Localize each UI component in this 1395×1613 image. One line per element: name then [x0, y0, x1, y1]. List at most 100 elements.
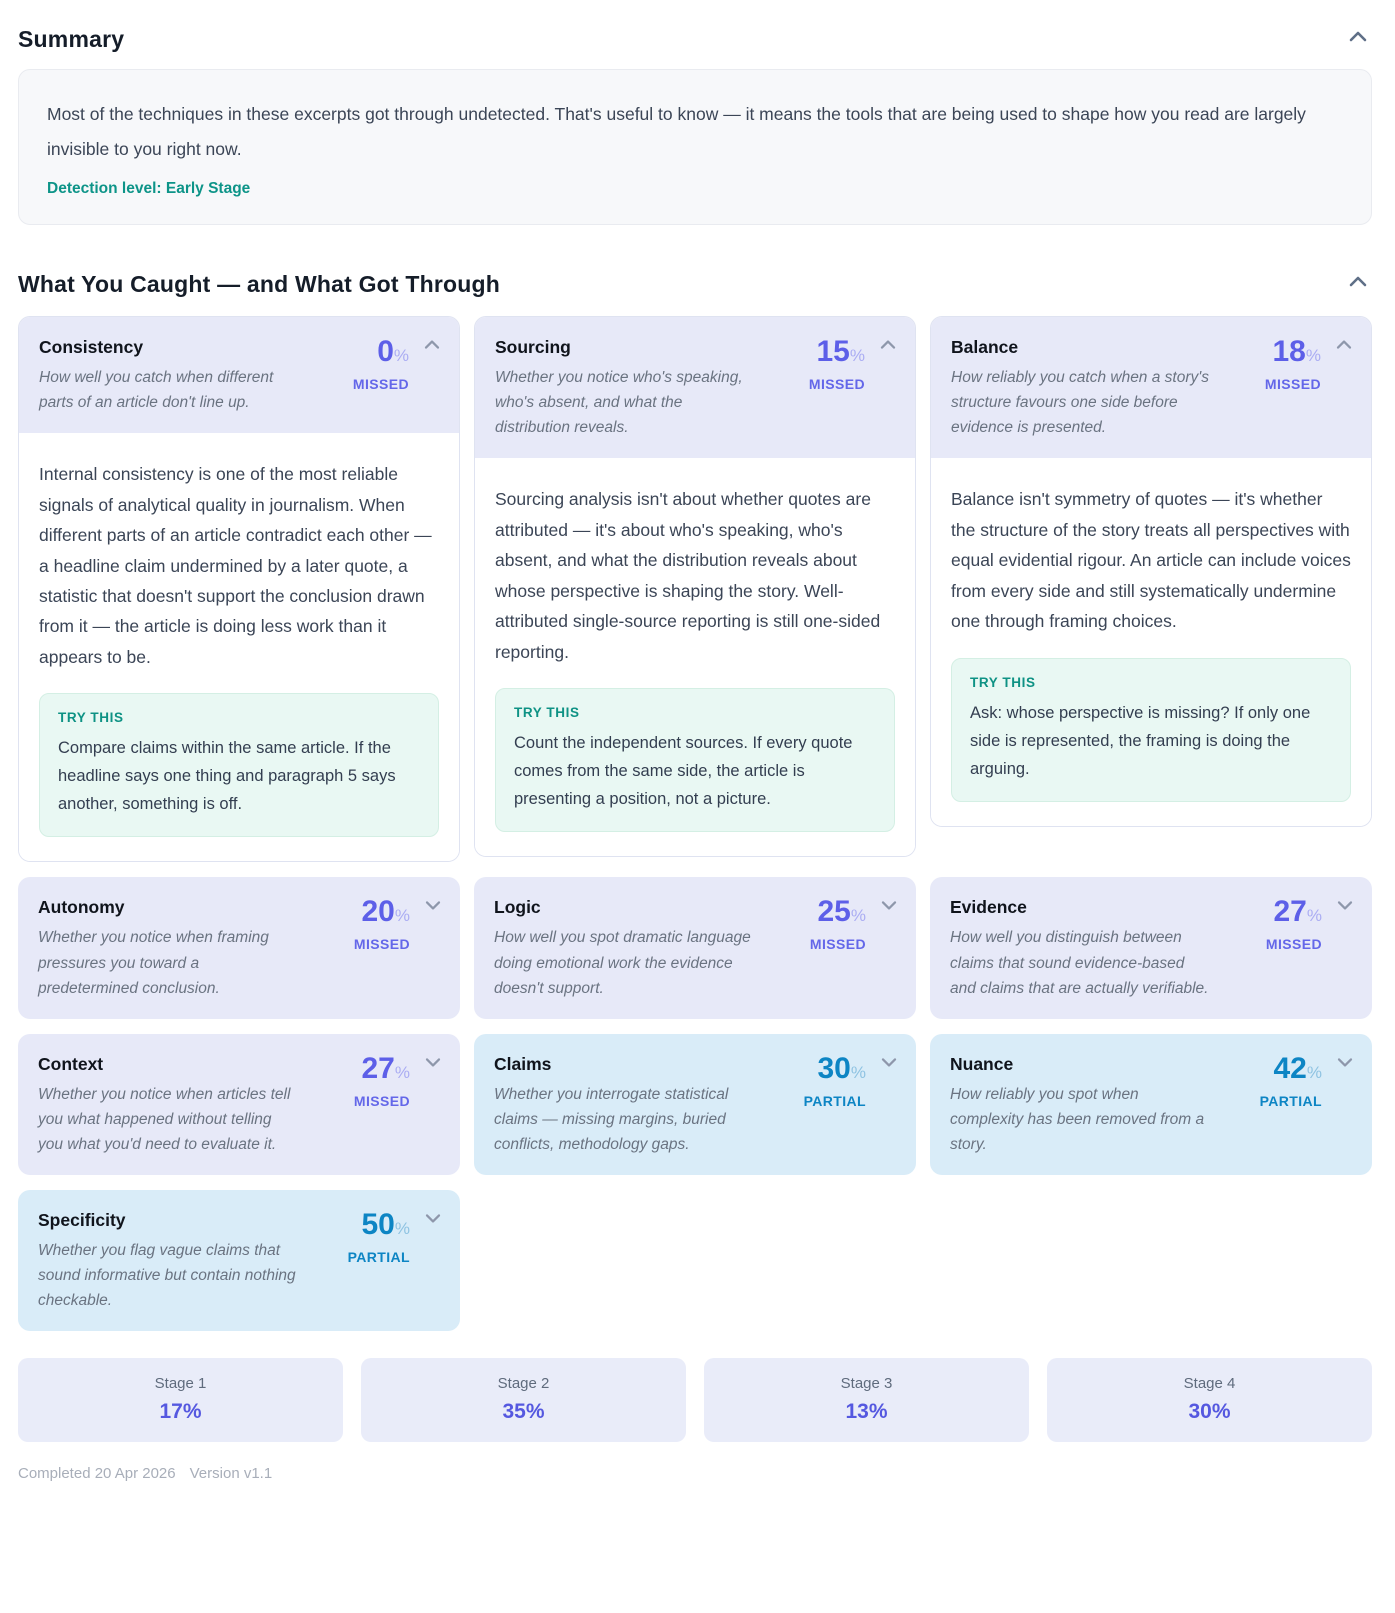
- try-this-box: TRY THIS Compare claims within the same …: [39, 693, 439, 838]
- card-body-text: Sourcing analysis isn't about whether qu…: [495, 489, 881, 662]
- card-header[interactable]: Specificity Whether you flag vague claim…: [18, 1190, 460, 1331]
- card-description: How well you spot dramatic language doin…: [494, 929, 751, 997]
- card-score: 50%: [361, 1208, 411, 1242]
- try-this-box: TRY THIS Ask: whose perspective is missi…: [951, 657, 1351, 802]
- chevron-up-icon: [1349, 276, 1367, 287]
- summary-body-text: Most of the techniques in these excerpts…: [47, 104, 1306, 159]
- card-score: 30%: [817, 1051, 867, 1085]
- stage-value: 30%: [1188, 1400, 1231, 1424]
- completed-date: Completed 20 Apr 2026: [18, 1465, 176, 1483]
- card-description: How reliably you catch when a story's st…: [951, 369, 1209, 437]
- chevron-up-icon[interactable]: [423, 339, 441, 351]
- card-description: Whether you interrogate statistical clai…: [494, 1085, 729, 1153]
- skill-card-consistency: Consistency How well you catch when diff…: [18, 316, 460, 863]
- chevron-down-icon[interactable]: [424, 1212, 442, 1224]
- card-score: 42%: [1273, 1051, 1323, 1085]
- summary-collapse-button[interactable]: [1344, 26, 1372, 51]
- card-title: Autonomy: [38, 897, 125, 918]
- card-header[interactable]: Context Whether you notice when articles…: [18, 1034, 460, 1175]
- stage-label: Stage 1: [154, 1375, 207, 1393]
- status-badge: PARTIAL: [803, 1092, 866, 1109]
- card-header[interactable]: Evidence How well you distinguish betwee…: [930, 877, 1372, 1018]
- summary-section-header: Summary: [18, 26, 1372, 53]
- skill-card-evidence: Evidence How well you distinguish betwee…: [930, 877, 1372, 1019]
- detection-level-text: Detection level: Early Stage: [47, 180, 251, 197]
- stage-label: Stage 2: [497, 1375, 550, 1393]
- chevron-down-icon[interactable]: [880, 1056, 898, 1068]
- card-header[interactable]: Logic How well you spot dramatic languag…: [474, 877, 916, 1018]
- skill-card-balance: Balance How reliably you catch when a st…: [930, 316, 1372, 827]
- status-badge: MISSED: [353, 1092, 410, 1109]
- card-header[interactable]: Nuance How reliably you spot when comple…: [930, 1034, 1372, 1175]
- skill-card-context: Context Whether you notice when articles…: [18, 1033, 460, 1176]
- card-title: Claims: [494, 1053, 552, 1074]
- card-body: Internal consistency is one of the most …: [19, 433, 459, 862]
- try-this-label: TRY THIS: [58, 710, 124, 726]
- card-title: Evidence: [950, 897, 1027, 918]
- try-this-text: Count the independent sources. If every …: [514, 733, 853, 809]
- card-body-text: Balance isn't symmetry of quotes — it's …: [951, 489, 1351, 632]
- card-description: How reliably you spot when complexity ha…: [950, 1085, 1205, 1153]
- try-this-text: Compare claims within the same article. …: [58, 739, 396, 814]
- card-header[interactable]: Claims Whether you interrogate statistic…: [474, 1034, 916, 1175]
- card-header[interactable]: Balance How reliably you catch when a st…: [931, 317, 1371, 459]
- status-badge: MISSED: [809, 936, 866, 953]
- status-badge: PARTIAL: [1259, 1092, 1322, 1109]
- card-header[interactable]: Autonomy Whether you notice when framing…: [18, 877, 460, 1018]
- chevron-down-icon[interactable]: [1336, 1056, 1354, 1068]
- card-header[interactable]: Consistency How well you catch when diff…: [19, 317, 459, 434]
- summary-panel: Most of the techniques in these excerpts…: [18, 69, 1372, 225]
- card-body: Balance isn't symmetry of quotes — it's …: [931, 458, 1371, 826]
- chevron-down-icon[interactable]: [424, 1056, 442, 1068]
- status-badge: MISSED: [353, 936, 410, 953]
- stage-label: Stage 4: [1183, 1375, 1236, 1393]
- card-description: Whether you notice when articles tell yo…: [38, 1085, 291, 1153]
- chevron-up-icon[interactable]: [879, 339, 897, 351]
- card-title: Consistency: [39, 337, 144, 357]
- status-badge: MISSED: [1264, 376, 1321, 392]
- chevron-up-icon: [1349, 31, 1367, 42]
- card-score: 27%: [1273, 895, 1323, 929]
- try-this-text: Ask: whose perspective is missing? If on…: [970, 703, 1311, 778]
- card-score: 15%: [816, 335, 866, 368]
- card-body: Sourcing analysis isn't about whether qu…: [475, 458, 915, 857]
- stage-card-1: Stage 1 17%: [18, 1358, 343, 1443]
- stage-card-2: Stage 2 35%: [361, 1358, 686, 1443]
- skill-card-autonomy: Autonomy Whether you notice when framing…: [18, 877, 460, 1019]
- caught-collapse-button[interactable]: [1344, 271, 1372, 296]
- skill-card-specificity: Specificity Whether you flag vague claim…: [18, 1190, 460, 1332]
- card-title: Logic: [494, 897, 541, 918]
- stage-card-3: Stage 3 13%: [704, 1358, 1029, 1443]
- skill-card-logic: Logic How well you spot dramatic languag…: [474, 877, 916, 1019]
- version-label: Version v1.1: [189, 1465, 273, 1483]
- card-title: Nuance: [950, 1053, 1014, 1074]
- chevron-down-icon[interactable]: [424, 899, 442, 911]
- chevron-down-icon[interactable]: [1336, 899, 1354, 911]
- stage-value: 17%: [159, 1400, 202, 1424]
- status-badge: MISSED: [1265, 936, 1322, 953]
- caught-section: What You Caught — and What Got Through C…: [18, 271, 1372, 1482]
- caught-section-header: What You Caught — and What Got Through: [18, 271, 1372, 298]
- stage-label: Stage 3: [840, 1375, 893, 1393]
- chevron-up-icon[interactable]: [1335, 339, 1353, 351]
- card-score: 27%: [361, 1051, 411, 1085]
- card-header[interactable]: Sourcing Whether you notice who's speaki…: [475, 317, 915, 459]
- caught-section-title: What You Caught — and What Got Through: [18, 271, 501, 297]
- stage-value: 35%: [502, 1400, 545, 1424]
- try-this-label: TRY THIS: [970, 674, 1036, 690]
- status-badge: MISSED: [808, 376, 865, 392]
- card-score: 20%: [361, 895, 411, 929]
- card-description: Whether you flag vague claims that sound…: [38, 1242, 296, 1310]
- card-description: How well you distinguish between claims …: [950, 929, 1209, 997]
- skill-cards-grid: Consistency How well you catch when diff…: [18, 316, 1372, 1332]
- chevron-down-icon[interactable]: [880, 899, 898, 911]
- card-score: 25%: [817, 895, 867, 929]
- card-score: 0%: [377, 335, 409, 368]
- card-description: Whether you notice when framing pressure…: [38, 929, 269, 997]
- card-score: 18%: [1272, 335, 1322, 368]
- card-description: How well you catch when different parts …: [39, 369, 274, 412]
- card-title: Specificity: [38, 1210, 126, 1231]
- summary-title: Summary: [18, 26, 125, 52]
- status-badge: PARTIAL: [347, 1249, 410, 1266]
- stage-value: 13%: [845, 1400, 888, 1424]
